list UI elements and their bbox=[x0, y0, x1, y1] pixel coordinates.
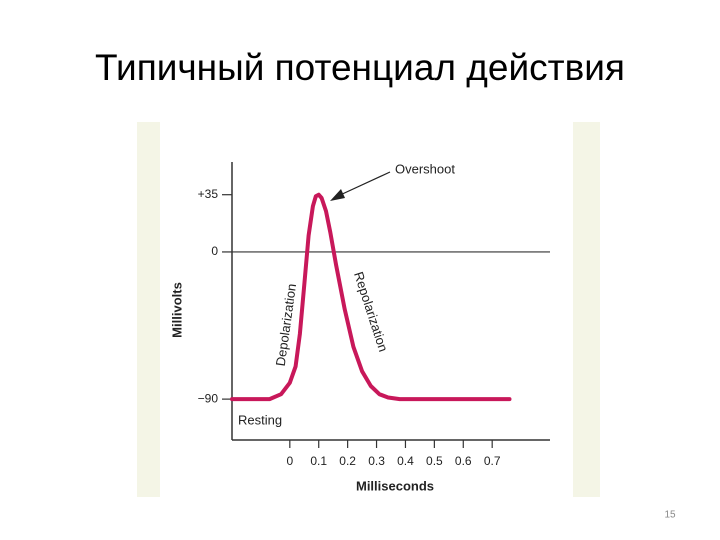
y-tick-label: 0 bbox=[211, 244, 218, 258]
figure-panel bbox=[160, 122, 573, 497]
x-tick-label: 0.6 bbox=[455, 454, 472, 468]
x-tick-label: 0.5 bbox=[426, 454, 443, 468]
y-tick-label: +35 bbox=[198, 187, 219, 201]
page-number: 15 bbox=[664, 510, 676, 521]
slide-title: Типичный потенциал действия bbox=[95, 47, 625, 88]
x-tick-label: 0.4 bbox=[397, 454, 414, 468]
arrow-head bbox=[330, 189, 345, 201]
x-axis-title: Milliseconds bbox=[356, 478, 434, 493]
y-axis-title: Millivolts bbox=[169, 282, 184, 338]
annotation: Resting bbox=[238, 412, 282, 427]
x-tick-label: 0.2 bbox=[339, 454, 356, 468]
y-tick-label: −90 bbox=[198, 391, 219, 405]
x-tick-label: 0.3 bbox=[368, 454, 385, 468]
data-line bbox=[230, 192, 512, 402]
annotation-arrow bbox=[337, 171, 391, 197]
x-tick-label: 0 bbox=[286, 454, 293, 468]
annotation: Overshoot bbox=[395, 161, 455, 176]
x-tick-label: 0.1 bbox=[310, 454, 327, 468]
x-tick-label: 0.7 bbox=[484, 454, 501, 468]
